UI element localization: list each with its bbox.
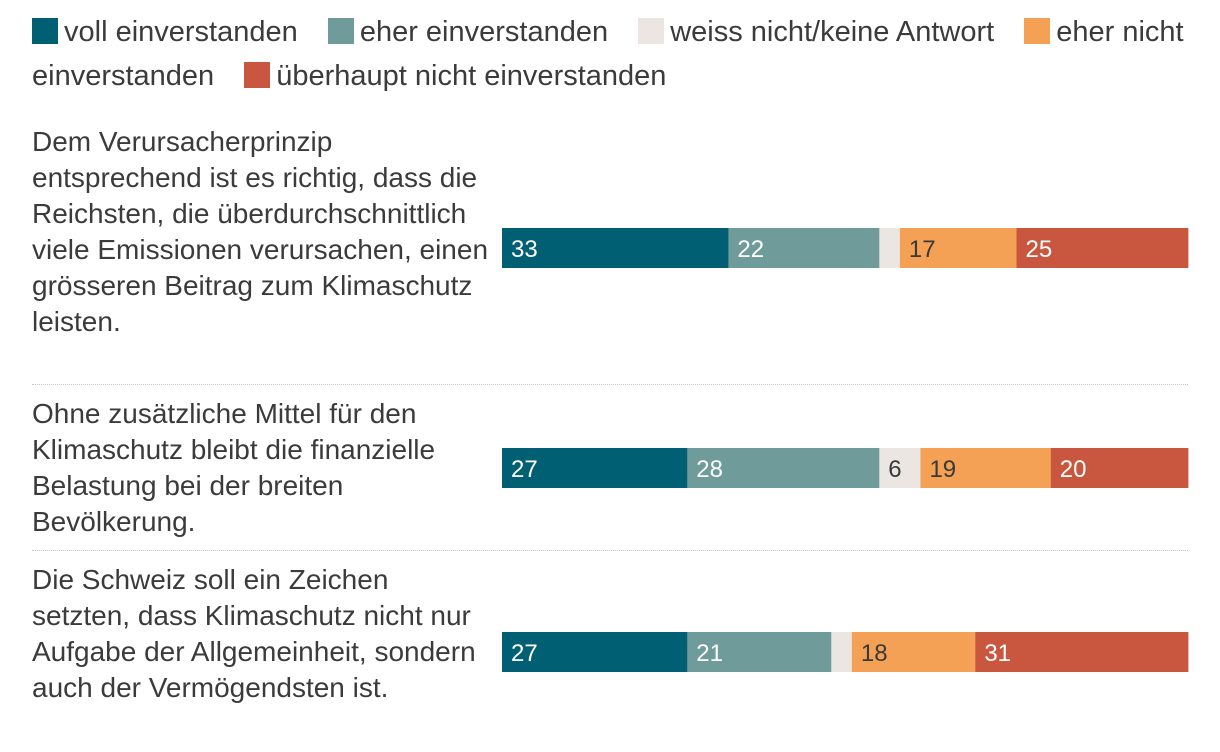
bar-label-row2-voll: 27 <box>511 456 538 483</box>
legend-label-eher: eher einverstanden <box>359 16 609 48</box>
bar-row1-eher-nicht <box>899 228 1017 268</box>
legend-label-ueberhaupt-nicht: überhaupt nicht einverstanden <box>276 60 667 92</box>
bar-row1-ueberhaupt-nicht <box>1016 228 1189 268</box>
bar-label-row2-eher-nicht: 19 <box>929 456 956 483</box>
bar-row3-ueberhaupt-nicht <box>975 632 1189 672</box>
legend-label-voll: voll einverstanden <box>64 16 298 48</box>
bar-label-row1-voll: 33 <box>511 236 538 263</box>
row-divider-2 <box>32 550 1188 551</box>
bar-label-row1-eher: 22 <box>737 236 764 263</box>
bar-label-row2-eher: 28 <box>696 456 723 483</box>
bar-row3-voll <box>502 632 688 672</box>
bar-row2-ueberhaupt-nicht <box>1050 448 1189 488</box>
bar-label-row3-eher: 21 <box>696 640 723 667</box>
legend-swatch-eher-nicht <box>1024 18 1051 44</box>
bar-label-row1-ueberhaupt-nicht: 25 <box>1026 236 1053 263</box>
bar-label-row3-voll: 27 <box>511 640 538 667</box>
legend-item-ueberhaupt-nicht: überhaupt nicht einverstanden <box>244 60 666 92</box>
legend-item-voll: voll einverstanden <box>32 16 298 48</box>
bar-label-row2-ueberhaupt-nicht: 20 <box>1060 456 1087 483</box>
legend-swatch-voll <box>32 18 58 44</box>
bar-row1-voll <box>502 228 729 268</box>
bar-row3-eher <box>687 632 832 672</box>
bar-label-row3-ueberhaupt-nicht: 31 <box>984 640 1011 667</box>
row-divider-1 <box>32 384 1188 385</box>
bar-row3-eher-nicht <box>851 632 976 672</box>
bar-row2-eher <box>687 448 880 488</box>
bar-row2-eher-nicht <box>920 448 1052 488</box>
legend-item-eher-nicht: eher nicht einverstanden <box>32 16 1184 92</box>
bar-row2-weiss-nicht <box>879 448 921 488</box>
bar-row3-weiss-nicht <box>831 632 853 672</box>
legend-swatch-weiss-nicht <box>638 18 665 44</box>
bar-row2-voll <box>502 448 688 488</box>
legend-swatch-eher <box>327 18 354 44</box>
row-label-2: Ohne zusätzliche Mittel für den Klimasch… <box>32 398 436 537</box>
row-label-1: Dem Verursacherprinzip entsprechend ist … <box>32 126 489 337</box>
legend: voll einverstanden eher einverstanden we… <box>32 10 1202 98</box>
legend-label-eher-nicht: eher nicht einverstanden <box>32 16 1184 92</box>
legend-swatch-ueberhaupt-nicht <box>244 62 271 88</box>
legend-label-weiss-nicht: weiss nicht/keine Antwort <box>670 16 995 48</box>
bar-label-row2-weiss-nicht: 6 <box>888 456 901 483</box>
bar-row1-eher <box>728 228 880 268</box>
bar-row1-weiss-nicht <box>879 228 901 268</box>
bar-label-row1-eher-nicht: 17 <box>909 236 936 263</box>
legend-item-weiss-nicht: weiss nicht/keine Antwort <box>638 16 994 48</box>
row-label-3: Die Schweiz soll ein Zeichen setzten, da… <box>32 564 476 703</box>
bar-label-row3-eher-nicht: 18 <box>861 640 888 667</box>
legend-item-eher: eher einverstanden <box>327 16 609 48</box>
